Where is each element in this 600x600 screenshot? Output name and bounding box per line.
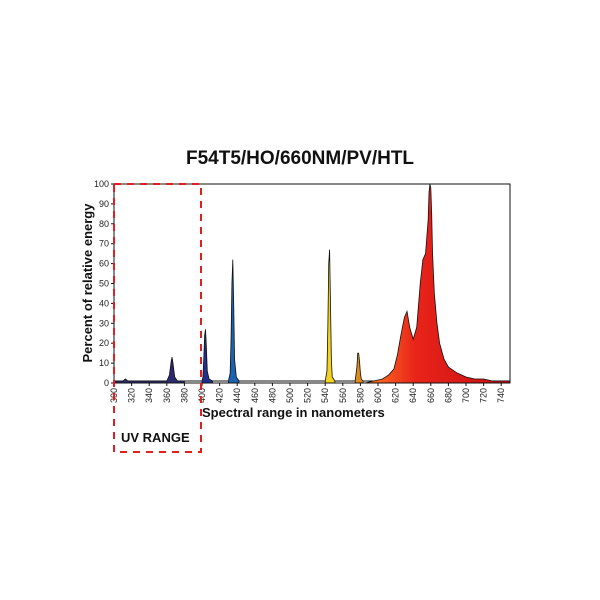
x-tick-label: 460 [250, 388, 260, 403]
chart-title: F54T5/HO/660NM/PV/HTL [185, 148, 415, 169]
x-axis-label: Spectral range in nanometers [202, 405, 385, 420]
y-tick-label: 10 [99, 358, 109, 368]
plot-frame [113, 183, 511, 384]
y-tick-label: 90 [99, 199, 109, 209]
spectrum-peak-4 [354, 352, 364, 384]
y-tick-label: 50 [99, 279, 109, 289]
y-axis-label: Percent of relative energy [80, 203, 95, 363]
uv-range-box [113, 183, 202, 453]
x-tick-label: 440 [232, 388, 242, 403]
x-tick-label: 320 [127, 388, 137, 403]
x-tick-label: 520 [303, 388, 313, 403]
x-tick-label: 620 [391, 388, 401, 403]
uv-range-label: UV RANGE [121, 430, 190, 445]
spectrum-peak-5 [364, 183, 511, 384]
x-tick-label: 680 [443, 388, 453, 403]
y-tick-label: 0 [104, 378, 109, 388]
spectrum-peak-0 [113, 357, 185, 384]
x-tick-label: 360 [162, 388, 172, 403]
x-tick-label: 380 [179, 388, 189, 403]
x-tick-label: 540 [320, 388, 330, 403]
y-tick-label: 20 [99, 338, 109, 348]
x-tick-label: 560 [338, 388, 348, 403]
x-tick-label: 500 [285, 388, 295, 403]
y-tick-label: 100 [94, 179, 109, 189]
y-tick-label: 60 [99, 259, 109, 269]
x-tick-label: 600 [373, 388, 383, 403]
y-tick-label: 80 [99, 219, 109, 229]
y-tick-label: 40 [99, 298, 109, 308]
x-tick-label: 640 [408, 388, 418, 403]
x-tick-label: 740 [496, 388, 506, 403]
x-tick-label: 700 [461, 388, 471, 403]
spectrum-peak-1 [201, 329, 213, 384]
x-tick-label: 720 [479, 388, 489, 403]
y-tick-label: 30 [99, 318, 109, 328]
x-tick-label: 660 [426, 388, 436, 403]
x-tick-label: 400 [197, 388, 207, 403]
x-tick-label: 580 [355, 388, 365, 403]
x-tick-label: 420 [215, 388, 225, 403]
x-tick-label: 340 [144, 388, 154, 403]
x-tick-label: 480 [267, 388, 277, 403]
spectrum-peak-2 [228, 259, 240, 384]
y-tick-label: 70 [99, 239, 109, 249]
series-layer [113, 183, 511, 384]
spectrum-peak-3 [324, 249, 336, 384]
